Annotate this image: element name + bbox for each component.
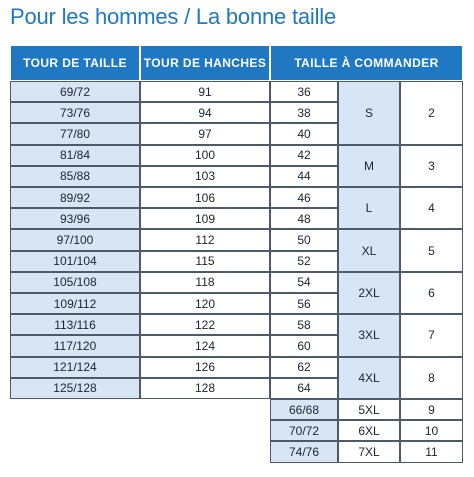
letter-size-cell: 2XL <box>338 271 400 315</box>
hips-cell: 115 <box>140 250 270 272</box>
letter-size-cell: 4XL <box>338 356 400 399</box>
size-cell: 62 <box>270 356 338 378</box>
waist-cell: 101/104 <box>10 250 140 272</box>
size-cell: 60 <box>270 335 338 357</box>
letter-size-cell: L <box>338 187 400 230</box>
extra-letter-cell: 5XL <box>338 399 400 421</box>
header-order: TAILLE À COMMANDER <box>270 45 463 81</box>
size-cell: 44 <box>270 165 338 187</box>
number-size-cell: 5 <box>400 229 463 272</box>
size-cell: 42 <box>270 144 338 166</box>
hips-cell: 128 <box>140 377 270 399</box>
waist-cell: 81/84 <box>10 144 140 166</box>
size-cell: 64 <box>270 377 338 399</box>
number-size-cell: 4 <box>400 187 463 230</box>
hips-cell: 118 <box>140 271 270 293</box>
number-size-cell: 7 <box>400 314 463 357</box>
hips-cell: 109 <box>140 208 270 230</box>
size-cell: 52 <box>270 250 338 272</box>
letter-size-cell: 3XL <box>338 314 400 357</box>
header-hips: TOUR DE HANCHES <box>140 45 270 81</box>
hips-cell: 126 <box>140 356 270 378</box>
waist-cell: 105/108 <box>10 271 140 293</box>
waist-cell: 109/112 <box>10 293 140 315</box>
waist-cell: 69/72 <box>10 81 140 103</box>
number-size-cell: 3 <box>400 144 463 187</box>
hips-cell: 122 <box>140 314 270 336</box>
hips-cell: 100 <box>140 144 270 166</box>
number-size-cell: 8 <box>400 356 463 399</box>
hips-cell: 91 <box>140 81 270 103</box>
hips-cell: 106 <box>140 187 270 209</box>
size-cell: 48 <box>270 208 338 230</box>
extra-number-cell: 10 <box>400 420 463 442</box>
number-size-cell: 2 <box>400 81 463 145</box>
number-size-cell: 6 <box>400 271 463 315</box>
waist-cell: 85/88 <box>10 165 140 187</box>
hips-cell: 103 <box>140 165 270 187</box>
extra-number-cell: 9 <box>400 399 463 421</box>
size-cell: 46 <box>270 187 338 209</box>
hips-cell: 97 <box>140 123 270 145</box>
letter-size-cell: S <box>338 81 400 145</box>
waist-cell: 73/76 <box>10 102 140 124</box>
extra-letter-cell: 7XL <box>338 441 400 463</box>
size-table: TOUR DE TAILLE TOUR DE HANCHES TAILLE À CO… <box>10 45 463 463</box>
waist-cell: 121/124 <box>10 356 140 378</box>
waist-cell: 117/120 <box>10 335 140 357</box>
waist-cell: 77/80 <box>10 123 140 145</box>
extra-size-cell: 70/72 <box>270 420 338 442</box>
hips-cell: 124 <box>140 335 270 357</box>
extra-number-cell: 11 <box>400 441 463 463</box>
hips-cell: 120 <box>140 293 270 315</box>
waist-cell: 125/128 <box>10 377 140 399</box>
letter-size-cell: M <box>338 144 400 187</box>
waist-cell: 113/116 <box>10 314 140 336</box>
header-waist: TOUR DE TAILLE <box>10 45 140 81</box>
extra-size-cell: 66/68 <box>270 399 338 421</box>
size-cell: 56 <box>270 293 338 315</box>
size-cell: 58 <box>270 314 338 336</box>
page-title: Pour les hommes / La bonne taille <box>10 4 337 29</box>
hips-cell: 94 <box>140 102 270 124</box>
size-cell: 38 <box>270 102 338 124</box>
size-cell: 40 <box>270 123 338 145</box>
size-cell: 50 <box>270 229 338 251</box>
extra-letter-cell: 6XL <box>338 420 400 442</box>
waist-cell: 93/96 <box>10 208 140 230</box>
size-cell: 54 <box>270 271 338 293</box>
extra-size-cell: 74/76 <box>270 441 338 463</box>
hips-cell: 112 <box>140 229 270 251</box>
waist-cell: 89/92 <box>10 187 140 209</box>
size-cell: 36 <box>270 81 338 103</box>
letter-size-cell: XL <box>338 229 400 272</box>
waist-cell: 97/100 <box>10 229 140 251</box>
